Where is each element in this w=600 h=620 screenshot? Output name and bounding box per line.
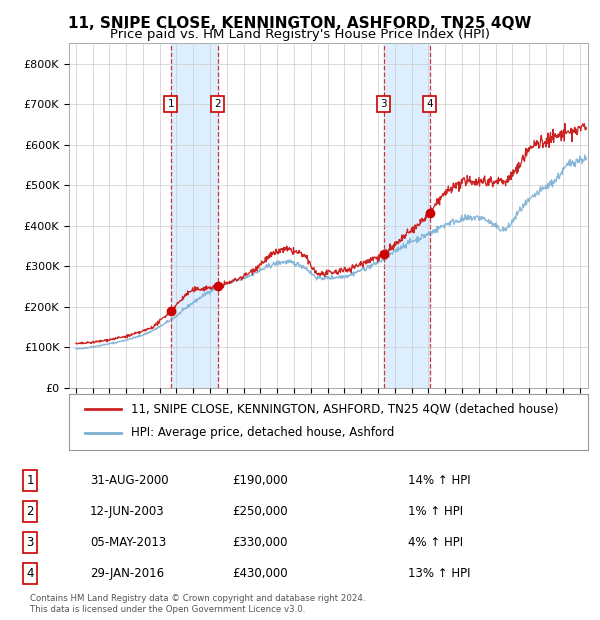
Text: 31-AUG-2000: 31-AUG-2000 xyxy=(90,474,169,487)
Text: 1: 1 xyxy=(167,99,174,109)
Text: £430,000: £430,000 xyxy=(232,567,288,580)
Text: 2: 2 xyxy=(26,505,34,518)
Text: 29-JAN-2016: 29-JAN-2016 xyxy=(90,567,164,580)
Text: 3: 3 xyxy=(380,99,387,109)
Text: 12-JUN-2003: 12-JUN-2003 xyxy=(90,505,164,518)
Text: 3: 3 xyxy=(26,536,34,549)
Text: 11, SNIPE CLOSE, KENNINGTON, ASHFORD, TN25 4QW: 11, SNIPE CLOSE, KENNINGTON, ASHFORD, TN… xyxy=(68,16,532,30)
Text: 14% ↑ HPI: 14% ↑ HPI xyxy=(408,474,470,487)
Text: £250,000: £250,000 xyxy=(232,505,288,518)
Text: HPI: Average price, detached house, Ashford: HPI: Average price, detached house, Ashf… xyxy=(131,427,395,439)
Text: 1% ↑ HPI: 1% ↑ HPI xyxy=(408,505,463,518)
Text: 1: 1 xyxy=(26,474,34,487)
Text: 2: 2 xyxy=(214,99,221,109)
Bar xyxy=(171,43,218,388)
Text: Contains HM Land Registry data © Crown copyright and database right 2024.
This d: Contains HM Land Registry data © Crown c… xyxy=(30,595,365,614)
Text: 11, SNIPE CLOSE, KENNINGTON, ASHFORD, TN25 4QW (detached house): 11, SNIPE CLOSE, KENNINGTON, ASHFORD, TN… xyxy=(131,403,559,416)
Text: 4: 4 xyxy=(26,567,34,580)
Text: 4: 4 xyxy=(427,99,433,109)
Text: £190,000: £190,000 xyxy=(232,474,288,487)
Bar xyxy=(384,43,430,388)
Text: Price paid vs. HM Land Registry's House Price Index (HPI): Price paid vs. HM Land Registry's House … xyxy=(110,28,490,41)
Text: 05-MAY-2013: 05-MAY-2013 xyxy=(90,536,166,549)
Text: £330,000: £330,000 xyxy=(233,536,288,549)
Text: 4% ↑ HPI: 4% ↑ HPI xyxy=(408,536,463,549)
Text: 13% ↑ HPI: 13% ↑ HPI xyxy=(408,567,470,580)
